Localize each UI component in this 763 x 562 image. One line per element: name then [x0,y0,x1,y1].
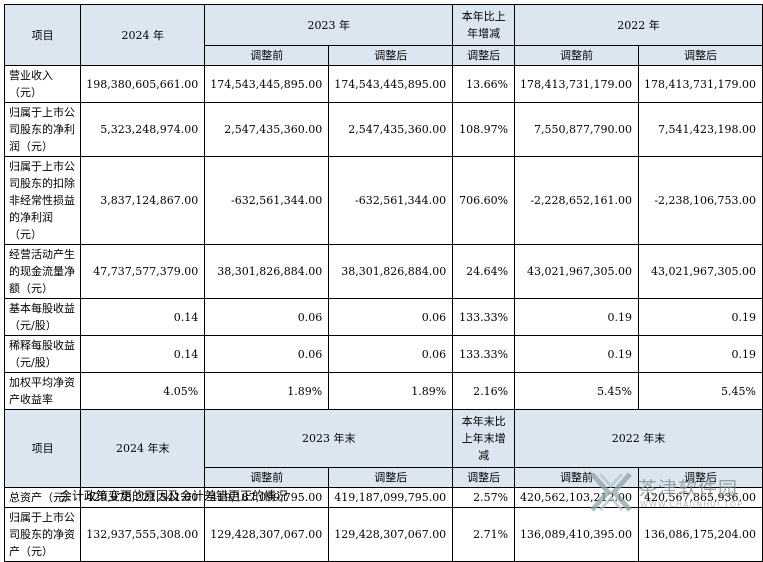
value-cell: 0.06 [328,298,454,336]
value-cell: 136,089,410,395.00 [514,507,640,562]
subheader-after: 调整后 [638,467,763,488]
value-cell: 174,543,445,895.00 [328,65,454,103]
row-label: 经营活动产生的现金流量净额（元） [3,244,82,299]
header-change: 本年比上年增减 [452,4,516,46]
header-year-prior2: 2022 年末 [514,409,763,468]
header-change: 本年末比上年末增减 [452,409,516,468]
table-row: 基本每股收益（元/股） 0.14 0.06 0.06 133.33% 0.19 0.19 [3,298,763,336]
value-cell: 419,187,099,795.00 [328,487,454,508]
value-cell: 129,428,307,067.00 [204,507,330,562]
value-cell: 0.14 [80,298,206,336]
header-year-prior: 2023 年 [204,4,454,46]
value-cell: 0.19 [514,335,640,373]
header-row: 项目 2024 年 2023 年本年比上年增减 2022 年 [3,4,763,66]
value-cell: -632,561,344.00 [204,156,330,245]
row-label: 基本每股收益（元/股） [3,298,82,336]
value-cell: 129,428,307,067.00 [328,507,454,562]
header-item: 项目 [3,4,82,66]
value-cell: -2,228,652,161.00 [514,156,640,245]
x-logo-icon [590,472,632,512]
value-cell: 2,547,435,360.00 [204,102,330,157]
value-cell: 174,543,445,895.00 [204,65,330,103]
value-cell: 198,380,605,661.00 [80,65,206,103]
value-cell: 178,413,731,179.00 [514,65,640,103]
value-cell: 1.89% [204,372,330,410]
value-cell: 0.06 [204,335,330,373]
watermark-subtitle: WWW.CHAJINHUI.TOP [640,500,743,509]
table-row: 营业收入（元） 198,380,605,661.00 174,543,445,895… [3,65,763,103]
subheader-before: 调整前 [204,467,330,488]
value-cell: 0.06 [328,335,454,373]
value-cell: 0.14 [80,335,206,373]
value-cell: 0.19 [638,335,763,373]
value-cell: -632,561,344.00 [328,156,454,245]
value-cell: 38,301,826,884.00 [204,244,330,299]
value-cell: 706.60% [452,156,516,245]
subheader-after: 调整后 [638,45,763,66]
table-row: 经营活动产生的现金流量净额（元） 47,737,577,379.00 38,301,… [3,244,763,299]
header-year-current: 2024 年 [80,4,206,66]
table-row: 归属于上市公司股东的净利润（元） 5,323,248,974.00 2,547,43… [3,102,763,157]
value-cell: 0.19 [638,298,763,336]
value-cell: 2.57% [452,487,516,508]
header-year-prior2: 2022 年 [514,4,763,46]
subheader-before: 调整前 [514,45,640,66]
value-cell: 0.06 [204,298,330,336]
value-cell: 133.33% [452,335,516,373]
value-cell: 2.71% [452,507,516,562]
row-label: 稀释每股收益（元/股） [3,335,82,373]
value-cell: 132,937,555,308.00 [80,507,206,562]
value-cell: 2,547,435,360.00 [328,102,454,157]
watermark: 茶津软件园 WWW.CHAJINHUI.TOP [588,470,758,514]
value-cell: 419,187,099,795.00 [204,487,330,508]
value-cell: 47,737,577,379.00 [80,244,206,299]
value-cell: 4.05% [80,372,206,410]
value-cell: -2,238,106,753.00 [638,156,763,245]
value-cell: 38,301,826,884.00 [328,244,454,299]
value-cell: 7,541,423,198.00 [638,102,763,157]
value-cell: 24.64% [452,244,516,299]
value-cell: 136,086,175,204.00 [638,507,763,562]
value-cell: 5.45% [514,372,640,410]
header-year-current: 2024 年末 [80,409,206,488]
row-label: 归属于上市公司股东的扣除非经常性损益的净利润（元） [3,156,82,245]
value-cell: 108.97% [452,102,516,157]
value-cell: 43,021,967,305.00 [638,244,763,299]
value-cell: 133.33% [452,298,516,336]
header-row: 项目 2024 年末 2023 年末 本年末比上年末增减 2022 年末 [3,409,763,488]
value-cell: 5,323,248,974.00 [80,102,206,157]
value-cell: 43,021,967,305.00 [514,244,640,299]
subheader-after: 调整后 [452,467,516,488]
value-cell: 7,550,877,790.00 [514,102,640,157]
subheader-before: 调整前 [204,45,330,66]
row-label: 加权平均净资产收益率 [3,372,82,410]
row-label: 归属于上市公司股东的净资产（元） [3,507,82,562]
subheader-after: 调整后 [452,45,516,66]
header-year-prior: 2023 年末 [204,409,454,468]
value-cell: 0.19 [514,298,640,336]
value-cell: 1.89% [328,372,454,410]
value-cell: 178,413,731,179.00 [638,65,763,103]
table-row: 稀释每股收益（元/股） 0.14 0.06 0.06 133.33% 0.19 0.19 [3,335,763,373]
footer-note: 会计政策变更的原因及会计差错更正的情况 [60,489,289,503]
value-cell: 5.45% [638,372,763,410]
table-row: 归属于上市公司股东的扣除非经常性损益的净利润（元） 3,837,124,867.0… [3,156,763,245]
subheader-after: 调整后 [328,45,454,66]
row-label: 归属于上市公司股东的净利润（元） [3,102,82,157]
value-cell: 2.16% [452,372,516,410]
table-row: 加权平均净资产收益率 4.05% 1.89% 1.89% 2.16% 5.45% 5.45% [3,372,763,410]
table-row: 归属于上市公司股东的净资产（元） 132,937,555,308.00 129,42… [3,507,763,562]
watermark-title: 茶津软件园 [638,478,739,500]
value-cell: 3,837,124,867.00 [80,156,206,245]
value-cell: 13.66% [452,65,516,103]
header-item: 项目 [3,409,82,488]
subheader-after: 调整后 [328,467,454,488]
row-label: 营业收入（元） [3,65,82,103]
